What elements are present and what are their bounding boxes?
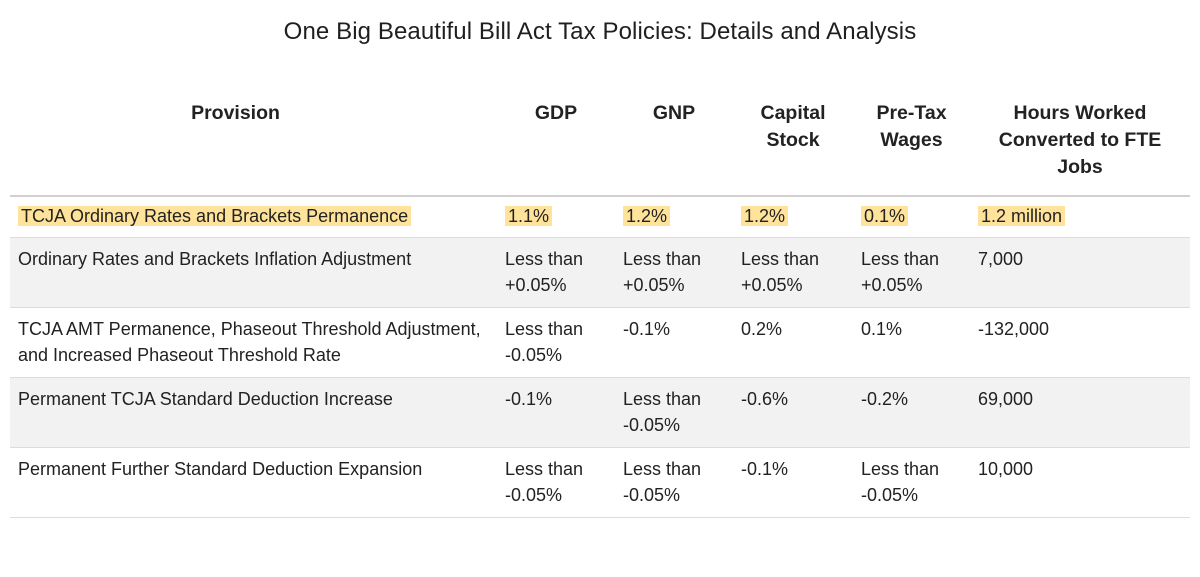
table-row: TCJA AMT Permanence, Phaseout Threshold … — [10, 307, 1190, 378]
highlighted-text: 1.2 million — [978, 206, 1066, 226]
highlighted-text: TCJA Ordinary Rates and Brackets Permane… — [18, 206, 412, 226]
cell-pre-tax-wages: Less than +0.05% — [853, 237, 970, 308]
cell-gdp: Less than -0.05% — [497, 307, 615, 378]
cell-pre-tax-wages: Less than -0.05% — [853, 447, 970, 518]
cell-gdp: Less than -0.05% — [497, 447, 615, 518]
cell-gdp: Less than +0.05% — [497, 237, 615, 308]
cell-gnp: Less than +0.05% — [615, 237, 733, 308]
cell-pre-tax-wages: 0.1% — [853, 307, 970, 378]
cell-fte-jobs: 10,000 — [970, 447, 1190, 518]
table-row: Permanent Further Standard Deduction Exp… — [10, 447, 1190, 518]
table-header-row: Provision GDP GNP Capital Stock Pre-Tax … — [10, 100, 1190, 197]
highlighted-text: 0.1% — [861, 206, 909, 226]
cell-fte-jobs: -132,000 — [970, 307, 1190, 378]
cell-gdp: -0.1% — [497, 377, 615, 448]
policy-table: Provision GDP GNP Capital Stock Pre-Tax … — [10, 100, 1190, 518]
cell-fte-jobs: 7,000 — [970, 237, 1190, 308]
cell-gdp: 1.1% — [497, 196, 615, 238]
cell-pre-tax-wages: 0.1% — [853, 196, 970, 238]
cell-capital-stock: -0.6% — [733, 377, 853, 448]
cell-gnp: Less than -0.05% — [615, 447, 733, 518]
cell-provision: Ordinary Rates and Brackets Inflation Ad… — [10, 237, 497, 308]
header-provision: Provision — [10, 100, 497, 197]
highlighted-text: 1.2% — [623, 206, 671, 226]
cell-capital-stock: 1.2% — [733, 196, 853, 238]
cell-capital-stock: 0.2% — [733, 307, 853, 378]
cell-pre-tax-wages: -0.2% — [853, 377, 970, 448]
table-row: TCJA Ordinary Rates and Brackets Permane… — [10, 196, 1190, 238]
highlighted-text: 1.2% — [741, 206, 789, 226]
header-gnp: GNP — [615, 100, 733, 197]
cell-gnp: -0.1% — [615, 307, 733, 378]
cell-capital-stock: -0.1% — [733, 447, 853, 518]
table-row: Permanent TCJA Standard Deduction Increa… — [10, 377, 1190, 448]
cell-provision: TCJA Ordinary Rates and Brackets Permane… — [10, 196, 497, 238]
table-row: Ordinary Rates and Brackets Inflation Ad… — [10, 237, 1190, 308]
header-gdp: GDP — [497, 100, 615, 197]
page-title: One Big Beautiful Bill Act Tax Policies:… — [283, 18, 917, 45]
cell-provision: TCJA AMT Permanence, Phaseout Threshold … — [10, 307, 497, 378]
cell-gnp: Less than -0.05% — [615, 377, 733, 448]
header-fte-jobs: Hours Worked Converted to FTE Jobs — [970, 100, 1190, 197]
cell-capital-stock: Less than +0.05% — [733, 237, 853, 308]
cell-fte-jobs: 1.2 million — [970, 196, 1190, 238]
cell-fte-jobs: 69,000 — [970, 377, 1190, 448]
cell-provision: Permanent TCJA Standard Deduction Increa… — [10, 377, 497, 448]
header-pre-tax-wages: Pre-Tax Wages — [853, 100, 970, 197]
cell-gnp: 1.2% — [615, 196, 733, 238]
highlighted-text: 1.1% — [505, 206, 553, 226]
header-capital-stock: Capital Stock — [733, 100, 853, 197]
cell-provision: Permanent Further Standard Deduction Exp… — [10, 447, 497, 518]
